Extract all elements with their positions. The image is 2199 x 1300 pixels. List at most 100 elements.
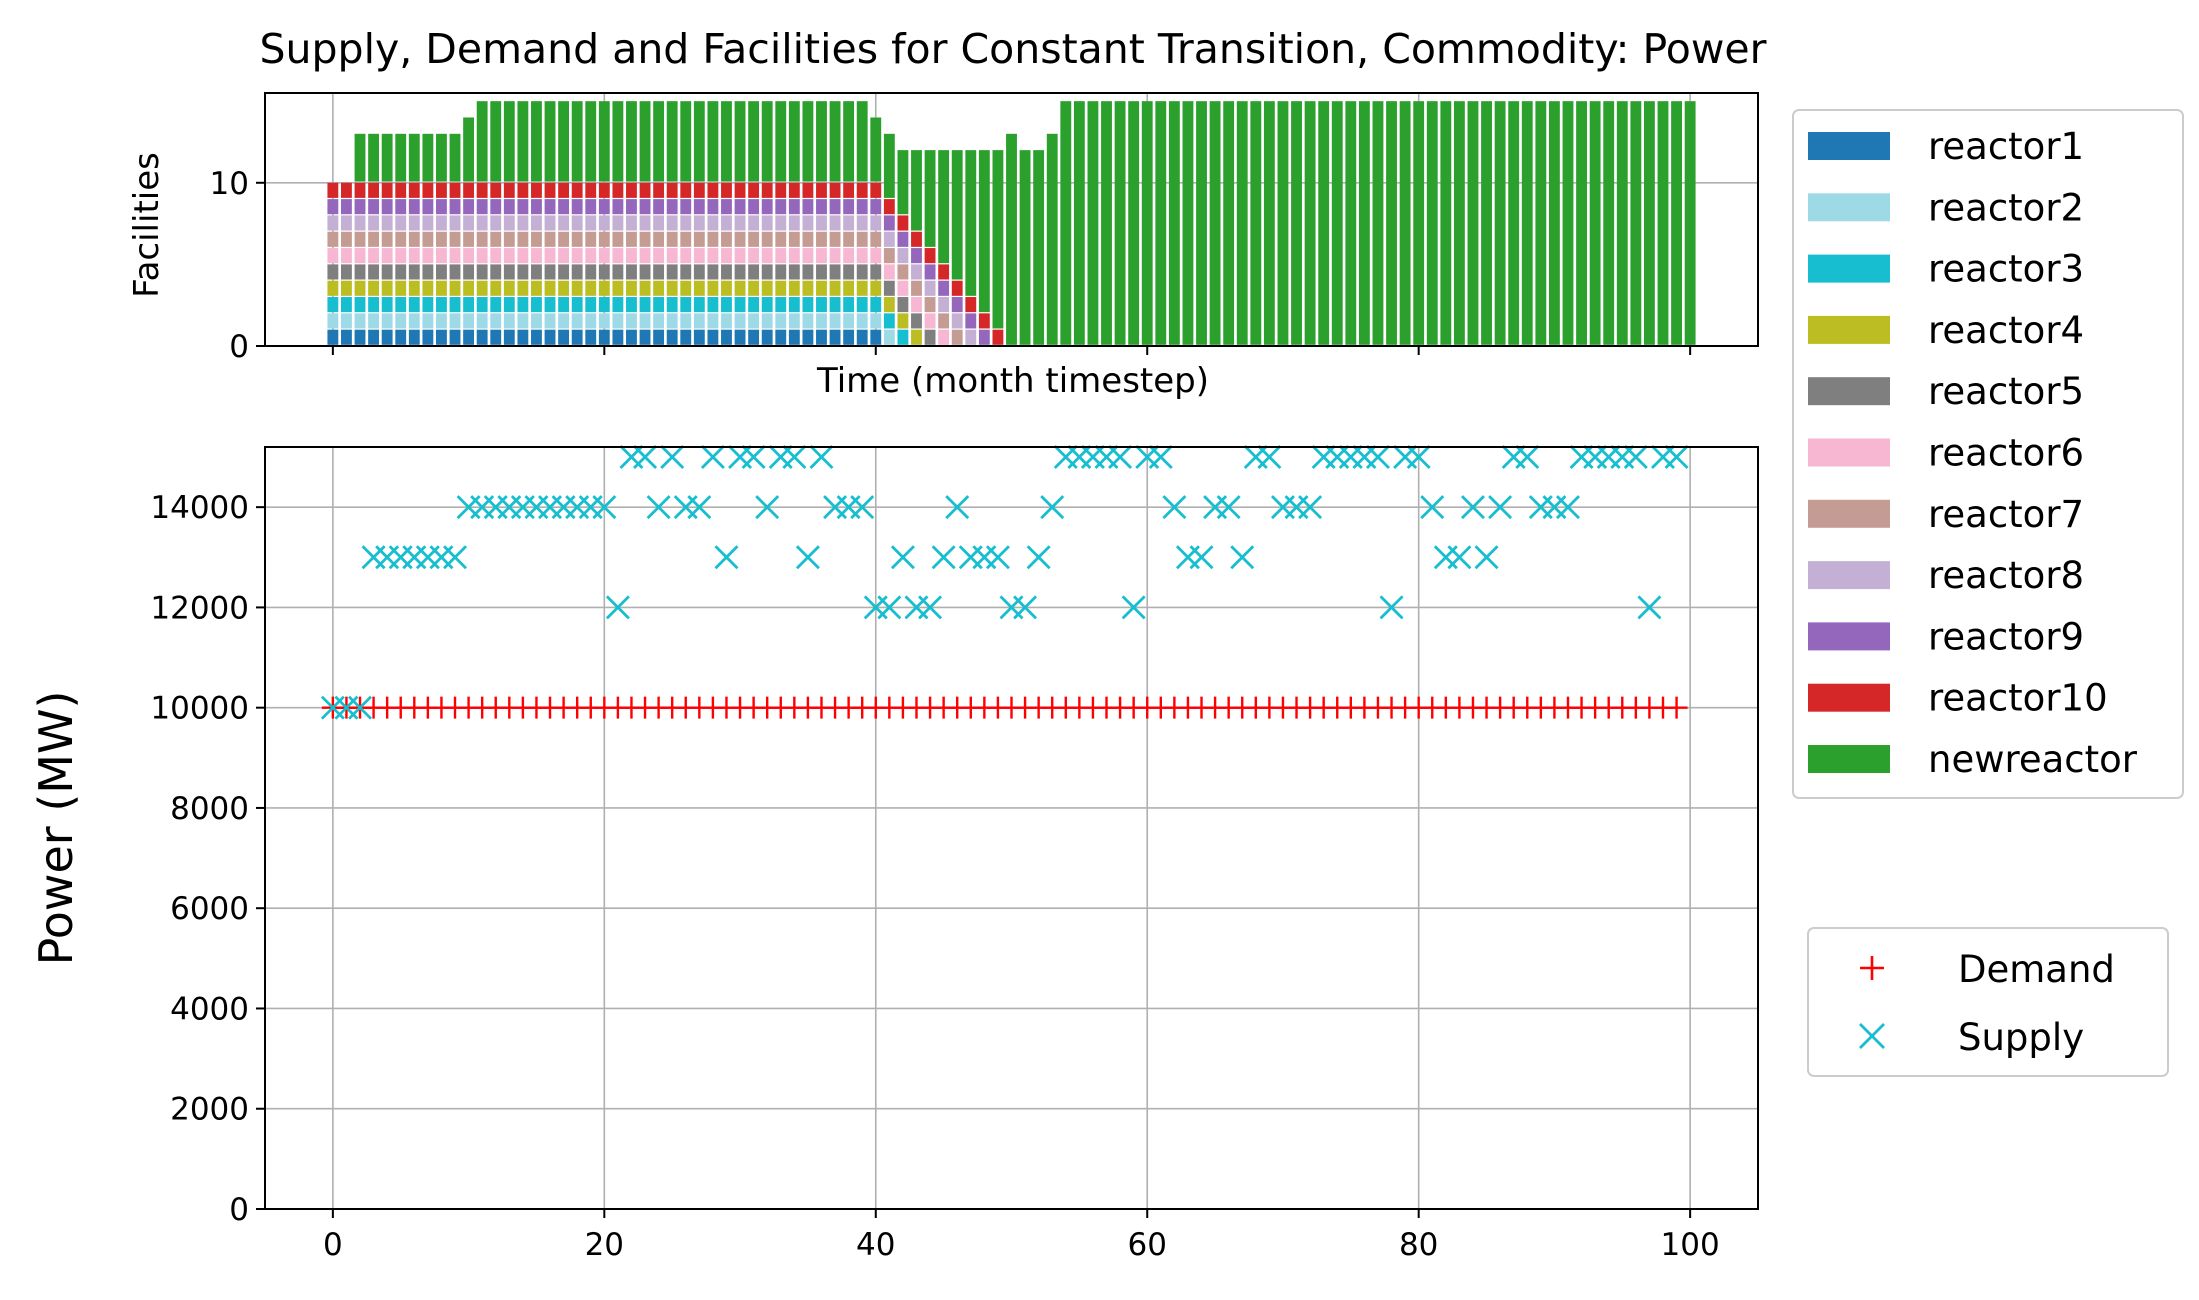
bar-reactor5 <box>693 264 705 280</box>
bar-reactor9 <box>626 199 637 215</box>
bar-reactor10 <box>978 313 990 329</box>
bar-reactor8 <box>612 215 624 231</box>
bar-reactor8 <box>897 248 909 264</box>
bar-reactor8 <box>544 215 556 231</box>
bar-reactor8 <box>856 215 868 231</box>
bar-reactor3 <box>422 297 434 313</box>
bar-reactor1 <box>571 329 583 345</box>
bar-reactor5 <box>531 264 542 280</box>
legend-swatch-reactor8 <box>1808 561 1890 590</box>
bar-reactor1 <box>381 329 393 345</box>
bar-reactor6 <box>924 313 936 329</box>
bar-reactor3 <box>802 297 814 313</box>
bar-newreactor <box>1223 101 1235 345</box>
bar-reactor7 <box>490 231 502 247</box>
bar-reactor1 <box>368 329 380 345</box>
bar-reactor8 <box>571 215 583 231</box>
power-axes-frame <box>264 446 1759 1210</box>
supply-point <box>890 545 915 570</box>
bar-reactor6 <box>381 248 393 264</box>
bar-reactor10 <box>897 215 909 231</box>
bar-reactor5 <box>517 264 529 280</box>
supply-point <box>605 595 630 620</box>
bar-reactor7 <box>911 280 922 296</box>
legend-label-reactor2: reactor2 <box>1928 186 2084 229</box>
bar-reactor8 <box>639 215 651 231</box>
bar-reactor5 <box>924 329 936 345</box>
bar-reactor9 <box>327 199 339 215</box>
bar-reactor5 <box>911 313 922 329</box>
bar-newreactor <box>1643 101 1655 345</box>
supply-point <box>592 495 617 520</box>
bar-reactor1 <box>639 329 651 345</box>
bar-reactor5 <box>436 264 447 280</box>
bar-reactor5 <box>503 264 515 280</box>
facilities-x-label: Time (month timestep) <box>816 361 1209 401</box>
bar-reactor8 <box>775 215 787 231</box>
bar-reactor1 <box>693 329 705 345</box>
bar-reactor8 <box>911 264 922 280</box>
bar-reactor4 <box>354 280 366 296</box>
bar-reactor9 <box>843 199 855 215</box>
bar-reactor5 <box>490 264 502 280</box>
bar-reactor3 <box>639 297 651 313</box>
bar-reactor3 <box>517 297 529 313</box>
bar-reactor7 <box>924 297 936 313</box>
bar-newreactor <box>1603 101 1615 345</box>
facilities-chart: 0 10 Time (month timestep) Facilities <box>127 92 1759 401</box>
bar-newreactor <box>1630 101 1642 345</box>
legend-label-supply: Supply <box>1958 1016 2084 1059</box>
bar-reactor3 <box>341 297 352 313</box>
bar-reactor2 <box>395 313 407 329</box>
bar-reactor1 <box>612 329 624 345</box>
bar-reactor3 <box>816 297 827 313</box>
bar-newreactor <box>490 101 502 182</box>
bar-reactor10 <box>734 182 746 198</box>
bar-newreactor <box>1291 101 1302 345</box>
bar-reactor5 <box>653 264 665 280</box>
bar-reactor3 <box>476 297 488 313</box>
bar-reactor4 <box>503 280 515 296</box>
supply-point <box>795 545 820 570</box>
bar-reactor10 <box>490 182 502 198</box>
legend-label-reactor3: reactor3 <box>1928 248 2084 291</box>
supply-point <box>1365 445 1390 470</box>
bar-reactor2 <box>422 313 434 329</box>
bar-reactor6 <box>775 248 787 264</box>
bar-newreactor <box>1494 101 1506 345</box>
bar-reactor5 <box>883 280 895 296</box>
bar-reactor5 <box>341 264 352 280</box>
bar-reactor5 <box>721 264 732 280</box>
bar-newreactor <box>1345 101 1357 345</box>
bar-reactor9 <box>707 199 719 215</box>
bar-reactor6 <box>680 248 692 264</box>
bar-newreactor <box>788 101 800 182</box>
bar-reactor7 <box>381 231 393 247</box>
bar-reactor4 <box>626 280 637 296</box>
bar-newreactor <box>816 101 827 182</box>
bar-reactor7 <box>802 231 814 247</box>
bar-reactor7 <box>571 231 583 247</box>
bar-newreactor <box>1060 101 1072 345</box>
bar-reactor3 <box>721 297 732 313</box>
bar-reactor7 <box>829 231 841 247</box>
supply-point <box>1515 445 1540 470</box>
bar-reactor3 <box>626 297 637 313</box>
bar-reactor5 <box>395 264 407 280</box>
bar-reactor6 <box>748 248 760 264</box>
bar-reactor10 <box>395 182 407 198</box>
bar-reactor3 <box>585 297 597 313</box>
bar-newreactor <box>1141 101 1153 345</box>
bar-reactor10 <box>327 182 339 198</box>
bar-reactor4 <box>680 280 692 296</box>
bar-reactor5 <box>666 264 678 280</box>
bar-reactor4 <box>463 280 475 296</box>
facilities-y-tick-label: 10 <box>210 166 249 202</box>
bar-reactor7 <box>626 231 637 247</box>
bar-reactor10 <box>870 182 882 198</box>
bar-reactor7 <box>693 231 705 247</box>
bar-reactor4 <box>761 280 773 296</box>
bar-reactor2 <box>341 313 352 329</box>
bar-reactor3 <box>598 297 610 313</box>
bar-reactor9 <box>938 280 950 296</box>
